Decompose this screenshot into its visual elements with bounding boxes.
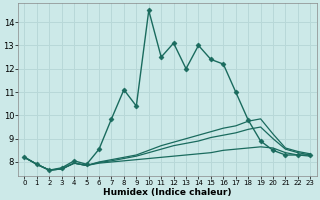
X-axis label: Humidex (Indice chaleur): Humidex (Indice chaleur) <box>103 188 232 197</box>
